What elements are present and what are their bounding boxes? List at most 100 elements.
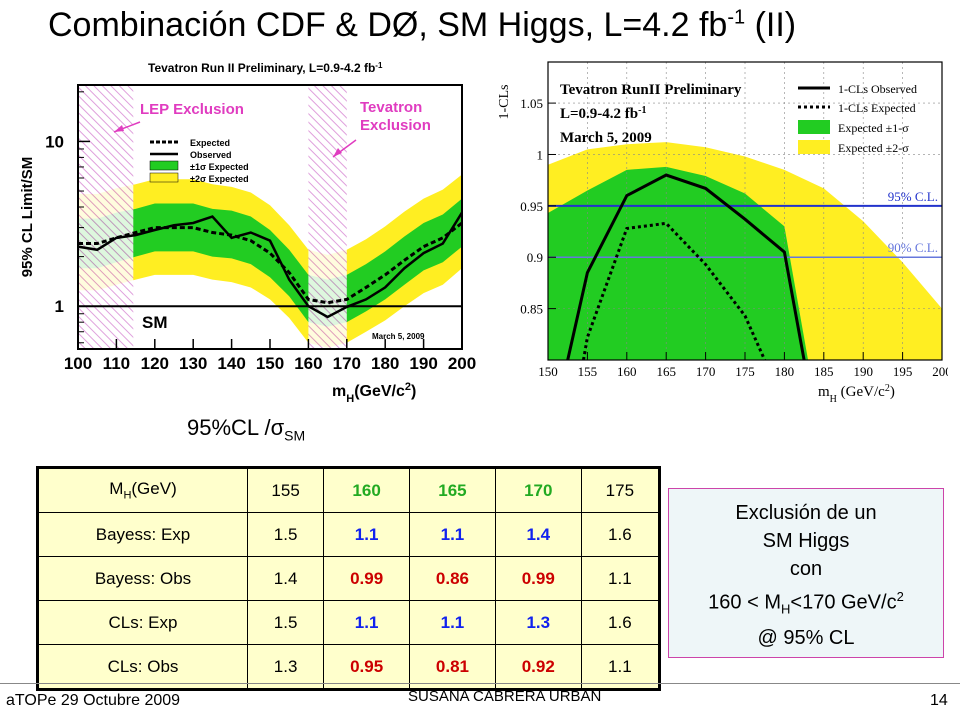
results-table: MH(GeV) 155 160 165 170 175 Bayess: Exp …: [36, 466, 661, 691]
expected-line: [78, 221, 463, 305]
x-tick-label: 160: [294, 354, 322, 373]
table-header-label: MH(GeV): [37, 467, 248, 513]
exclusion-line: SM Higgs: [762, 530, 850, 552]
table-cell: 1.4: [494, 512, 582, 557]
legend-label: Expected ±1-σ: [838, 121, 909, 135]
x-tick-label: 120: [141, 354, 169, 373]
x-tick-label: 140: [217, 354, 245, 373]
table-cell: 0.99: [494, 556, 582, 601]
table-cell: 1.1: [323, 512, 411, 557]
x-tick-label: 200: [448, 354, 476, 373]
table-cell: 1.1: [409, 512, 496, 557]
page-number: 14: [930, 692, 948, 709]
x-tick-label: 110: [103, 354, 130, 373]
row-label: CLs: Obs: [37, 644, 248, 690]
x-axis-label: mH(GeV/c2): [332, 381, 416, 404]
limit-chart: 100 110 120 130 140 150 160 170 180 190 200110Teva…: [19, 61, 476, 406]
table-cell: 0.86: [409, 556, 496, 601]
observed-line: [566, 173, 806, 361]
exclusion-summary-box: Exclusión de un SM Higgs con 160 < MH<17…: [668, 488, 944, 658]
table-header-cell: 170: [494, 467, 582, 513]
row-label: Bayess: Obs: [37, 556, 248, 601]
lep-arrow-head: [114, 125, 124, 132]
table-cell: 1.3: [246, 644, 325, 690]
x-tick-label: 170: [696, 364, 716, 379]
table-row: Bayess: Obs 1.4 0.99 0.86 0.99 1.1: [37, 556, 661, 601]
table-cell: 0.99: [323, 556, 411, 601]
table-header-cell: 175: [580, 467, 661, 513]
x-tick-label: 200: [932, 364, 948, 379]
y-axis-label: 1-CLs: [498, 85, 512, 120]
date-label: March 5, 2009: [560, 130, 652, 146]
x-tick-label: 155: [578, 364, 598, 379]
slide-title: Combinación CDF & DØ, SM Higgs, L=4.2 fb…: [48, 6, 797, 44]
x-tick-label: 195: [893, 364, 913, 379]
table-row: Bayess: Exp 1.5 1.1 1.1 1.4 1.6: [37, 512, 661, 557]
x-tick-label: 190: [409, 354, 437, 373]
x-tick-label: 185: [814, 364, 834, 379]
x-tick-label: 190: [853, 364, 873, 379]
legend-label: 1-CLs Observed: [838, 82, 917, 96]
table-cell: 1.5: [246, 600, 325, 645]
x-tick-label: 150: [256, 354, 284, 373]
chart-title: Tevatron Run II Preliminary, L=0.9-4.2 f…: [148, 61, 383, 76]
table-cell: 1.3: [494, 600, 582, 645]
one-sigma-band: [78, 198, 462, 327]
legend-1sigma-swatch: [149, 160, 179, 171]
exclusion-line: Exclusión de un: [735, 502, 877, 524]
legend-1sigma-swatch: [798, 120, 830, 134]
x-tick-label: 165: [656, 364, 676, 379]
chart-title: Tevatron RunII Preliminary: [560, 82, 742, 98]
table-cell: 0.81: [409, 644, 496, 690]
tevatron-arrow-head: [333, 148, 342, 157]
sm-label: SM: [142, 313, 168, 332]
legend-2sigma-swatch: [798, 140, 830, 154]
table-cell: 1.1: [409, 600, 496, 645]
y-tick-label: 1: [537, 147, 544, 162]
x-tick-label: 170: [333, 354, 361, 373]
row-label: Bayess: Exp: [37, 512, 248, 557]
observed-line: [77, 211, 464, 319]
table-header-row: MH(GeV) 155 160 165 170 175: [37, 467, 661, 513]
chart-subtitle: L=0.9-4.2 fb-1: [560, 105, 646, 123]
legend-2sigma-swatch: [149, 172, 179, 183]
y-tick-label: 1: [55, 297, 64, 316]
x-tick-label: 150: [538, 364, 558, 379]
table-cell: 1.6: [580, 600, 661, 645]
legend-label: Observed: [190, 150, 232, 160]
date-label: March 5, 2009: [372, 332, 425, 341]
y-tick-label: 0.95: [520, 199, 543, 214]
tevatron-exclusion-region: [308, 85, 347, 349]
x-tick-label: 100: [64, 354, 92, 373]
x-axis-label: mH (GeV/c2): [818, 383, 895, 405]
footer-author: SUSANA CABRERA URBÁN: [408, 688, 602, 705]
table-row: CLs: Exp 1.5 1.1 1.1 1.3 1.6: [37, 600, 661, 645]
table-cell: 1.1: [580, 644, 661, 690]
x-tick-label: 180: [371, 354, 399, 373]
tevatron-exclusion-label: Tevatron: [360, 99, 422, 116]
y-tick-label: 10: [45, 132, 64, 151]
table-cell: 1.1: [323, 600, 411, 645]
row-label: CLs: Exp: [37, 600, 248, 645]
exclusion-line: con: [789, 558, 823, 580]
cls-chart-panel: 95% C.L. 90% C.L. 150 155 160 165 170 175 180 185…: [497, 58, 952, 410]
legend-label: Expected ±2-σ: [838, 141, 909, 155]
table-header-cell: 160: [323, 467, 411, 513]
lep-exclusion-region: [78, 85, 134, 349]
expected-line: [581, 221, 767, 361]
table-header-cell: 165: [409, 467, 496, 513]
table-cell: 1.1: [580, 556, 661, 601]
x-tick-label: 175: [735, 364, 755, 379]
legend-label: ±2σ Expected: [190, 174, 249, 184]
x-tick-label: 160: [617, 364, 637, 379]
cls-chart: 95% C.L. 90% C.L. 150 155 160 165 170 175 180 185…: [497, 61, 952, 405]
cl90-label: 90% C.L.: [888, 240, 938, 255]
legend-label: Expected: [190, 138, 230, 148]
table-cell: 0.92: [494, 644, 582, 690]
exclusion-line: 160 < MH<170 GeV/c2: [708, 589, 904, 617]
tevatron-exclusion-label: Exclusion: [360, 117, 431, 134]
cl95-label: 95% C.L.: [888, 189, 938, 204]
chart-subtitle: 95%CL /σSM: [187, 415, 306, 444]
legend-label: 1-CLs Expected: [838, 101, 916, 115]
table-row: CLs: Obs 1.3 0.95 0.81 0.92 1.1: [37, 644, 661, 690]
